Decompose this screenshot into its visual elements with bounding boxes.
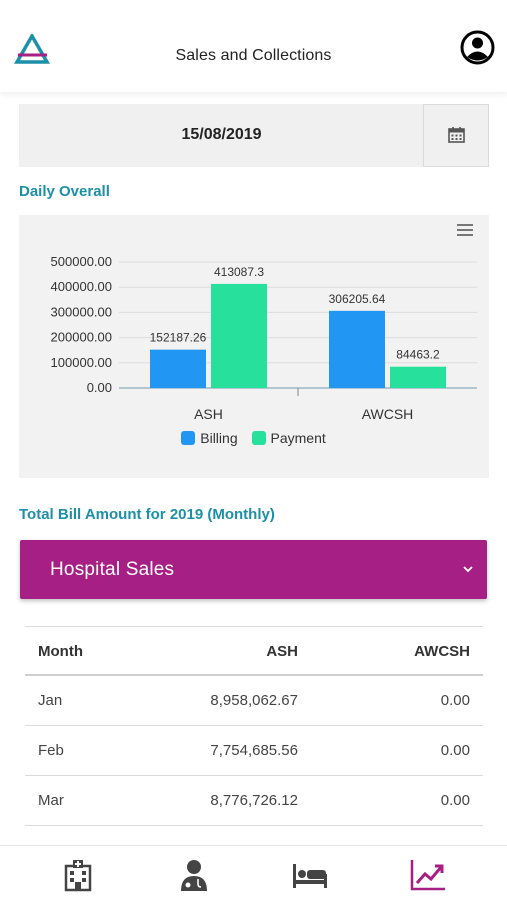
chevron-down-icon [463, 566, 473, 573]
y-tick-label: 100000.00 [51, 355, 112, 370]
header-awcsh: AWCSH [414, 643, 470, 660]
monthly-table: Month ASH AWCSH Jan 8,958,062.67 0.00 Fe… [25, 626, 483, 826]
app-header: Sales and Collections [0, 0, 507, 92]
bar-billing [150, 349, 206, 388]
y-tick-label: 200000.00 [51, 330, 112, 345]
page-title: Sales and Collections [175, 47, 332, 64]
cell-ash: 7,754,685.56 [210, 742, 298, 759]
bottom-nav [0, 845, 507, 900]
table-row: Jan 8,958,062.67 0.00 [25, 676, 483, 726]
chart-legend: Billing Payment [0, 430, 507, 448]
hospital-icon[interactable] [60, 858, 96, 892]
y-tick-label: 0.00 [87, 380, 112, 395]
table-row: Mar 8,776,726.12 0.00 [25, 776, 483, 826]
x-tick-label: ASH [194, 406, 223, 422]
legend-payment[interactable]: Payment [251, 430, 326, 446]
data-label: 306205.64 [329, 292, 386, 306]
cell-ash: 8,776,726.12 [210, 792, 298, 809]
y-tick-label: 400000.00 [51, 279, 112, 294]
x-tick-label: AWCSH [362, 406, 414, 422]
calendar-icon [448, 127, 465, 143]
data-label: 413087.3 [214, 265, 264, 279]
y-tick-label: 500000.00 [51, 254, 112, 269]
cell-month: Feb [38, 742, 64, 759]
cell-month: Mar [38, 792, 64, 809]
cell-ash: 8,958,062.67 [210, 692, 298, 709]
profile-icon[interactable] [460, 30, 495, 65]
data-label: 84463.2 [396, 348, 440, 362]
app-logo-icon [14, 34, 50, 64]
legend-swatch-payment [251, 431, 266, 445]
bar-chart: 0.00 100000.00 200000.00 300000.00 400000.00… [51, 254, 477, 422]
bar-payment [211, 283, 267, 388]
legend-swatch-billing [181, 431, 196, 445]
bed-icon[interactable] [292, 858, 328, 892]
table-header-row: Month ASH AWCSH [25, 626, 483, 676]
calendar-button[interactable] [423, 104, 489, 167]
dropdown-label: Hospital Sales [50, 559, 175, 580]
trending-up-icon[interactable] [410, 858, 446, 892]
data-label: 152187.26 [150, 331, 207, 345]
y-tick-label: 300000.00 [51, 304, 112, 319]
doctor-icon[interactable] [176, 858, 212, 892]
legend-label-payment: Payment [270, 430, 326, 446]
header-month: Month [38, 643, 83, 660]
table-row: Feb 7,754,685.56 0.00 [25, 726, 483, 776]
date-picker[interactable]: 15/08/2019 [19, 104, 489, 167]
bar-payment [390, 366, 446, 388]
legend-label-billing: Billing [200, 430, 238, 446]
monthly-title: Total Bill Amount for 2019 (Monthly) [19, 506, 275, 523]
cell-awcsh: 0.00 [440, 792, 470, 809]
selected-date[interactable]: 15/08/2019 [181, 126, 262, 143]
header-ash: ASH [266, 643, 298, 660]
cell-awcsh: 0.00 [440, 692, 470, 709]
cell-awcsh: 0.00 [440, 742, 470, 759]
bar-billing [329, 310, 385, 388]
daily-overall-title: Daily Overall [19, 183, 110, 200]
cell-month: Jan [38, 692, 63, 709]
chart-menu-icon[interactable] [457, 224, 473, 238]
sales-type-dropdown[interactable]: Hospital Sales [20, 540, 487, 599]
legend-billing[interactable]: Billing [181, 430, 238, 446]
